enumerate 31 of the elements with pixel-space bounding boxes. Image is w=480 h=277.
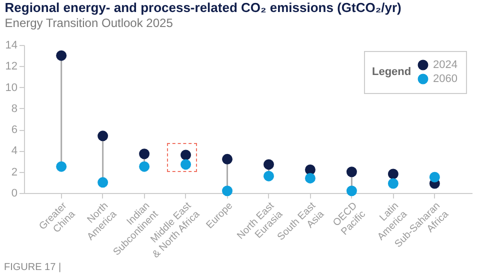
y-tick-label: 14 — [5, 40, 18, 52]
y-tick-label: 4 — [11, 145, 18, 158]
legend-label: 2060 — [433, 73, 458, 85]
caption: FIGURE 17 | — [4, 262, 62, 273]
y-tick-label: 12 — [5, 60, 18, 73]
point — [346, 186, 357, 196]
point — [222, 154, 233, 164]
point — [180, 159, 192, 170]
chart-title: Regional energy- and process-related CO₂ emissions (GtCO₂/yr) — [4, 0, 402, 15]
point — [56, 161, 67, 172]
point — [388, 168, 398, 180]
point — [304, 172, 316, 184]
point — [263, 159, 274, 170]
point — [98, 130, 108, 142]
y-tick-label: 0 — [11, 188, 18, 200]
legend-label: 2024 — [433, 59, 458, 71]
y-tick-label: 6 — [11, 124, 18, 136]
point — [56, 50, 67, 61]
point — [388, 178, 398, 189]
point — [139, 161, 150, 172]
y-tick-label: 10 — [5, 82, 18, 94]
y-tick-label: 8 — [11, 102, 18, 115]
point — [98, 177, 108, 188]
point — [346, 166, 357, 178]
point — [263, 170, 274, 182]
chart-subtitle: Energy Transition Outlook 2025 — [4, 16, 174, 30]
y-tick-label: 2 — [11, 166, 18, 178]
point — [222, 186, 233, 196]
legend-title: Legend — [372, 66, 412, 78]
point — [139, 148, 150, 160]
point — [429, 172, 440, 182]
